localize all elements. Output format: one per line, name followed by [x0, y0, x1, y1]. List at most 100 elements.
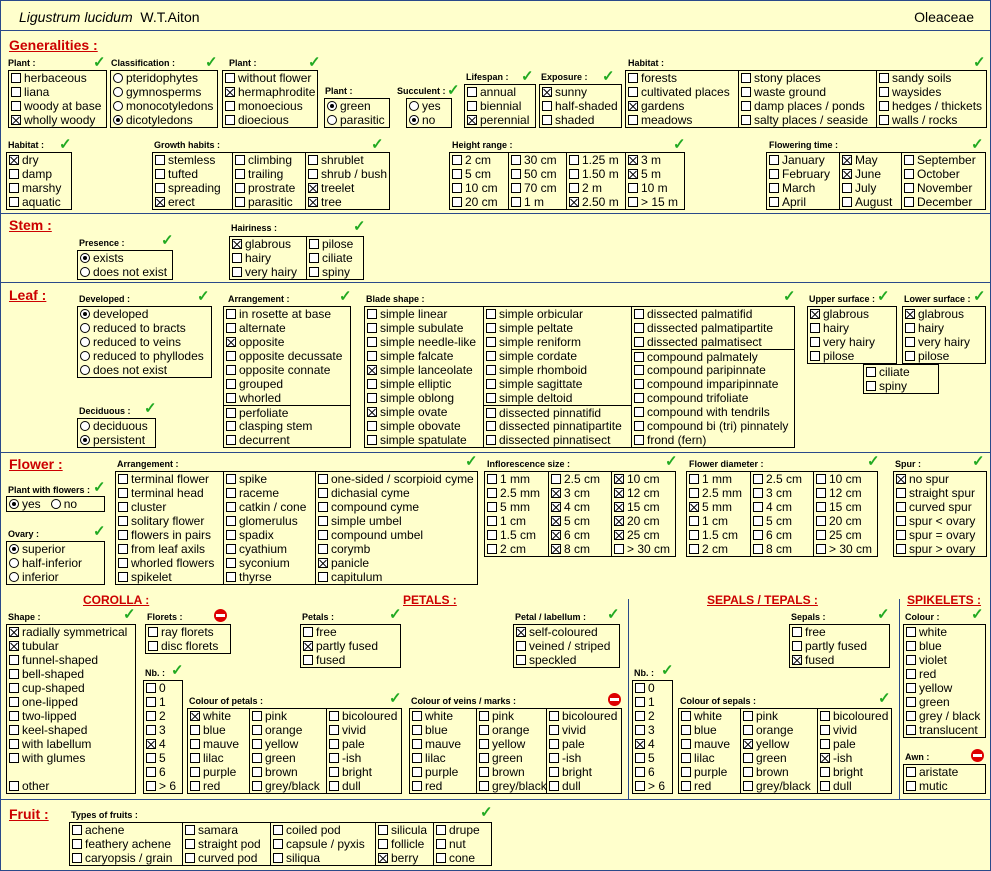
- option-item[interactable]: simple reniform: [484, 335, 631, 349]
- option-item[interactable]: reduced to veins: [78, 335, 212, 349]
- checkbox[interactable]: [185, 839, 195, 849]
- checkbox[interactable]: [226, 365, 236, 375]
- checkbox[interactable]: [487, 488, 497, 498]
- checkbox[interactable]: [479, 725, 489, 735]
- checkbox[interactable]: [487, 502, 497, 512]
- option-item[interactable]: 3: [633, 723, 673, 737]
- option-item[interactable]: 3 cm: [751, 486, 813, 500]
- checkbox[interactable]: [146, 683, 156, 693]
- checkbox[interactable]: [516, 655, 526, 665]
- option-item[interactable]: white: [679, 709, 740, 723]
- option-item[interactable]: reduced to phyllodes: [78, 349, 212, 363]
- checkbox[interactable]: [318, 572, 328, 582]
- option-item[interactable]: one-sided / scorpioid cyme: [316, 472, 477, 486]
- checkbox[interactable]: [549, 767, 559, 777]
- checkbox[interactable]: [226, 530, 236, 540]
- option-item[interactable]: simple peltate: [484, 321, 631, 335]
- checkbox[interactable]: [252, 739, 262, 749]
- option-item[interactable]: 2 cm: [485, 542, 548, 556]
- option-item[interactable]: brown: [477, 765, 546, 779]
- checkbox[interactable]: [681, 711, 691, 721]
- checkbox[interactable]: [569, 155, 579, 165]
- option-item[interactable]: 50 cm: [509, 167, 566, 181]
- option-item[interactable]: terminal flower: [116, 472, 223, 486]
- option-item[interactable]: 8 cm: [549, 542, 611, 556]
- option-item[interactable]: herbaceous: [9, 71, 107, 85]
- checkbox[interactable]: [452, 197, 462, 207]
- checkbox-checked[interactable]: [378, 853, 388, 863]
- option-item[interactable]: vivid: [327, 723, 401, 737]
- option-item[interactable]: grey/black: [477, 779, 547, 793]
- checkbox[interactable]: [516, 641, 526, 651]
- checkbox[interactable]: [367, 379, 377, 389]
- option-item[interactable]: pilose: [307, 237, 364, 251]
- checkbox[interactable]: [906, 725, 916, 735]
- checkbox[interactable]: [689, 488, 699, 498]
- checkbox[interactable]: [146, 767, 156, 777]
- checkbox[interactable]: [479, 753, 489, 763]
- option-item[interactable]: developed: [78, 307, 212, 321]
- option-item[interactable]: cluster: [116, 500, 223, 514]
- checkbox-checked[interactable]: [905, 309, 915, 319]
- option-item[interactable]: June: [840, 167, 901, 181]
- option-item[interactable]: pteridophytes: [111, 71, 218, 85]
- checkbox[interactable]: [155, 183, 165, 193]
- option-item[interactable]: > 6: [633, 779, 673, 793]
- option-item[interactable]: dry: [7, 153, 72, 167]
- checkbox[interactable]: [486, 407, 496, 418]
- checkbox[interactable]: [309, 267, 319, 277]
- option-item[interactable]: 5 cm: [751, 514, 813, 528]
- option-item[interactable]: 6: [633, 765, 673, 779]
- option-item[interactable]: -ish: [818, 751, 891, 765]
- checkbox[interactable]: [753, 474, 763, 484]
- checkbox[interactable]: [486, 365, 496, 375]
- checkbox[interactable]: [634, 351, 644, 362]
- option-item[interactable]: straight spur: [894, 486, 987, 500]
- checkbox[interactable]: [273, 853, 283, 863]
- option-item[interactable]: sunny: [540, 85, 622, 99]
- option-item[interactable]: feathery achene: [70, 837, 182, 851]
- option-item[interactable]: annual: [465, 85, 536, 99]
- checkbox[interactable]: [743, 725, 753, 735]
- option-item[interactable]: bicoloured: [547, 709, 621, 723]
- checkbox-checked[interactable]: [569, 197, 579, 207]
- checkbox[interactable]: [308, 155, 318, 165]
- checkbox[interactable]: [318, 530, 328, 540]
- option-item[interactable]: decurrent: [224, 433, 351, 447]
- option-item[interactable]: red: [410, 779, 476, 793]
- option-item[interactable]: pink: [741, 709, 817, 723]
- radio-button[interactable]: [80, 323, 90, 333]
- checkbox[interactable]: [148, 627, 158, 637]
- option-item[interactable]: no spur: [894, 472, 987, 486]
- checkbox[interactable]: [628, 115, 638, 125]
- option-item[interactable]: yellow: [477, 737, 546, 751]
- option-item[interactable]: simple rhomboid: [484, 363, 631, 377]
- option-item[interactable]: tufted: [153, 167, 232, 181]
- checkbox-checked[interactable]: [551, 544, 561, 554]
- checkbox[interactable]: [146, 697, 156, 707]
- option-item[interactable]: 5 mm: [687, 500, 750, 514]
- option-item[interactable]: whorled flowers: [116, 556, 223, 570]
- option-item[interactable]: opposite: [224, 335, 351, 349]
- checkbox[interactable]: [226, 572, 236, 582]
- checkbox[interactable]: [906, 683, 916, 693]
- checkbox[interactable]: [367, 323, 377, 333]
- option-item[interactable]: December: [902, 195, 985, 209]
- option-item[interactable]: 0: [144, 681, 183, 695]
- checkbox[interactable]: [190, 753, 200, 763]
- checkbox[interactable]: [879, 73, 889, 83]
- option-item[interactable]: red: [679, 779, 740, 793]
- option-item[interactable]: aristate: [904, 765, 986, 779]
- option-item[interactable]: blue: [188, 723, 249, 737]
- checkbox[interactable]: [549, 739, 559, 749]
- checkbox[interactable]: [743, 753, 753, 763]
- option-item[interactable]: forests: [626, 71, 738, 85]
- checkbox[interactable]: [235, 197, 245, 207]
- option-item[interactable]: prostrate: [233, 181, 305, 195]
- option-item[interactable]: dull: [327, 779, 401, 793]
- checkbox[interactable]: [681, 725, 691, 735]
- option-item[interactable]: hairy: [903, 321, 986, 335]
- option-item[interactable]: 5: [633, 751, 673, 765]
- checkbox[interactable]: [367, 337, 377, 347]
- option-item[interactable]: bell-shaped: [7, 667, 136, 681]
